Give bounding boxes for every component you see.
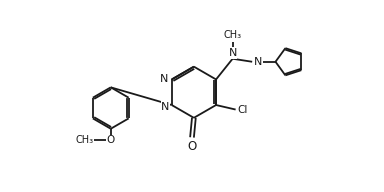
Text: N: N	[161, 74, 169, 84]
Text: O: O	[107, 135, 115, 145]
Text: CH₃: CH₃	[223, 30, 242, 40]
Text: N: N	[254, 57, 262, 67]
Text: N: N	[228, 48, 237, 58]
Text: O: O	[187, 140, 197, 153]
Text: CH₃: CH₃	[75, 135, 93, 145]
Text: N: N	[161, 102, 169, 112]
Text: Cl: Cl	[237, 105, 248, 115]
